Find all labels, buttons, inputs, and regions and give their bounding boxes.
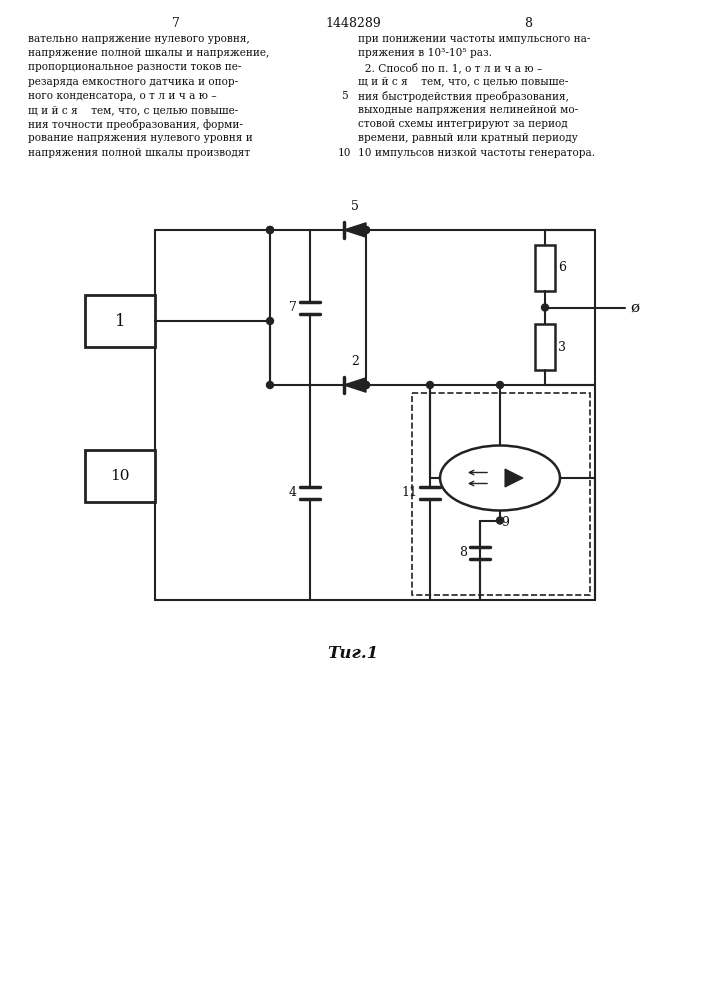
Text: выходные напряжения нелинейной мо-: выходные напряжения нелинейной мо- — [358, 105, 578, 115]
Text: щ и й с я    тем, что, с целью повыше-: щ и й с я тем, что, с целью повыше- — [358, 77, 568, 87]
Polygon shape — [344, 223, 366, 237]
Circle shape — [363, 381, 370, 388]
Bar — [85, 295, 155, 347]
Text: ного конденсатора, о т л и ч а ю –: ного конденсатора, о т л и ч а ю – — [28, 91, 216, 101]
Text: пропорциональное разности токов пе-: пропорциональное разности токов пе- — [28, 62, 241, 72]
Text: 5: 5 — [341, 91, 347, 101]
Text: 8: 8 — [524, 17, 532, 30]
Circle shape — [267, 381, 274, 388]
Text: времени, равный или кратный периоду: времени, равный или кратный периоду — [358, 133, 578, 143]
Text: 2: 2 — [351, 355, 359, 368]
Circle shape — [363, 381, 370, 388]
Circle shape — [542, 304, 549, 311]
Circle shape — [363, 227, 370, 233]
Polygon shape — [505, 469, 523, 487]
Circle shape — [426, 381, 433, 388]
Circle shape — [267, 318, 274, 324]
Text: 10: 10 — [110, 469, 130, 483]
Text: 10: 10 — [337, 148, 351, 158]
Text: ø: ø — [630, 300, 639, 314]
Text: при понижении частоты импульсного на-: при понижении частоты импульсного на- — [358, 34, 590, 44]
Text: стовой схемы интегрируют за период: стовой схемы интегрируют за период — [358, 119, 568, 129]
Polygon shape — [344, 378, 366, 392]
Text: 5: 5 — [351, 200, 359, 213]
Text: 1: 1 — [115, 312, 125, 330]
Circle shape — [267, 227, 274, 233]
Text: 1448289: 1448289 — [325, 17, 381, 30]
Bar — [535, 324, 555, 370]
Text: 6: 6 — [558, 261, 566, 274]
Text: напряжения полной шкалы производят: напряжения полной шкалы производят — [28, 148, 250, 158]
Text: ния быстродействия преобразования,: ния быстродействия преобразования, — [358, 91, 569, 102]
Text: пряжения в 10³-10⁵ раз.: пряжения в 10³-10⁵ раз. — [358, 48, 492, 58]
Text: 10 импульсов низкой частоты генератора.: 10 импульсов низкой частоты генератора. — [358, 148, 595, 158]
Text: ния точности преобразования, форми-: ния точности преобразования, форми- — [28, 119, 243, 130]
Circle shape — [496, 517, 503, 524]
Text: Τиг.1: Τиг.1 — [327, 645, 379, 662]
Bar — [85, 450, 155, 502]
Circle shape — [267, 227, 274, 233]
Text: 11: 11 — [401, 486, 417, 499]
Text: вательно напряжение нулевого уровня,: вательно напряжение нулевого уровня, — [28, 34, 250, 44]
Text: щ и й с я    тем, что, с целью повыше-: щ и й с я тем, что, с целью повыше- — [28, 105, 238, 115]
Text: 9: 9 — [501, 516, 509, 528]
Text: рование напряжения нулевого уровня и: рование напряжения нулевого уровня и — [28, 133, 252, 143]
Ellipse shape — [440, 446, 560, 510]
Text: 7: 7 — [172, 17, 180, 30]
Text: 8: 8 — [459, 546, 467, 559]
Circle shape — [496, 381, 503, 388]
Circle shape — [363, 227, 370, 233]
Text: резаряда емкостного датчика и опор-: резаряда емкостного датчика и опор- — [28, 77, 238, 87]
Text: напряжение полной шкалы и напряжение,: напряжение полной шкалы и напряжение, — [28, 48, 269, 58]
Text: 3: 3 — [558, 341, 566, 354]
Text: 4: 4 — [289, 486, 297, 499]
Text: 7: 7 — [289, 301, 297, 314]
Bar — [535, 245, 555, 291]
Bar — [412, 393, 590, 595]
Text: 2. Способ по п. 1, о т л и ч а ю –: 2. Способ по п. 1, о т л и ч а ю – — [358, 62, 542, 73]
